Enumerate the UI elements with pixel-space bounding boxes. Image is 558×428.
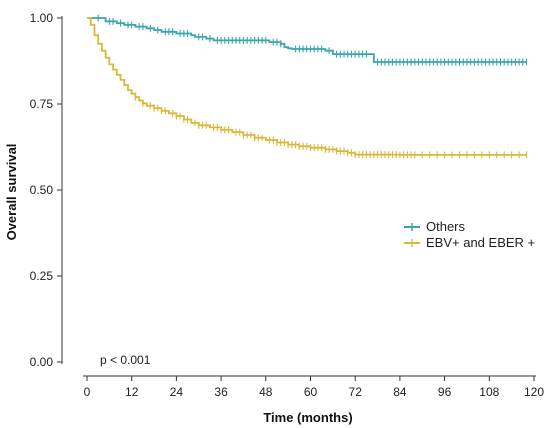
x-tick-label: 108 [479,385,499,399]
x-axis-title: Time (months) [263,410,352,425]
y-tick-label: 1.00 [30,11,54,25]
x-tick-label: 84 [393,385,407,399]
legend-label-others: Others [426,219,466,234]
x-tick-label: 36 [214,385,228,399]
y-tick-label: 0.75 [30,97,54,111]
y-ticks: 0.00 0.25 0.50 0.75 1.00 [30,11,62,369]
series-line-1 [87,17,527,156]
legend-item-others: Others [404,219,466,234]
x-tick-label: 60 [304,385,318,399]
x-tick-label: 24 [170,385,184,399]
y-tick-label: 0.25 [30,269,54,283]
p-value-annotation: p < 0.001 [100,353,151,367]
legend-item-ebv: EBV+ and EBER + [404,235,535,250]
y-tick-label: 0.00 [30,355,54,369]
x-tick-label: 48 [259,385,273,399]
x-tick-label: 96 [438,385,452,399]
legend: Others EBV+ and EBER + [404,219,535,250]
legend-label-ebv: EBV+ and EBER + [426,235,535,250]
x-tick-label: 12 [125,385,139,399]
y-tick-label: 0.50 [30,183,54,197]
axes [61,16,536,377]
series-line-0 [87,17,527,63]
x-ticks: 0 12 24 36 48 60 72 84 96 108 120 [84,376,544,399]
x-tick-label: 0 [84,385,91,399]
x-tick-label: 120 [524,385,544,399]
x-tick-label: 72 [349,385,363,399]
plot-area [87,14,528,159]
y-axis-title: Overall survival [4,144,19,241]
